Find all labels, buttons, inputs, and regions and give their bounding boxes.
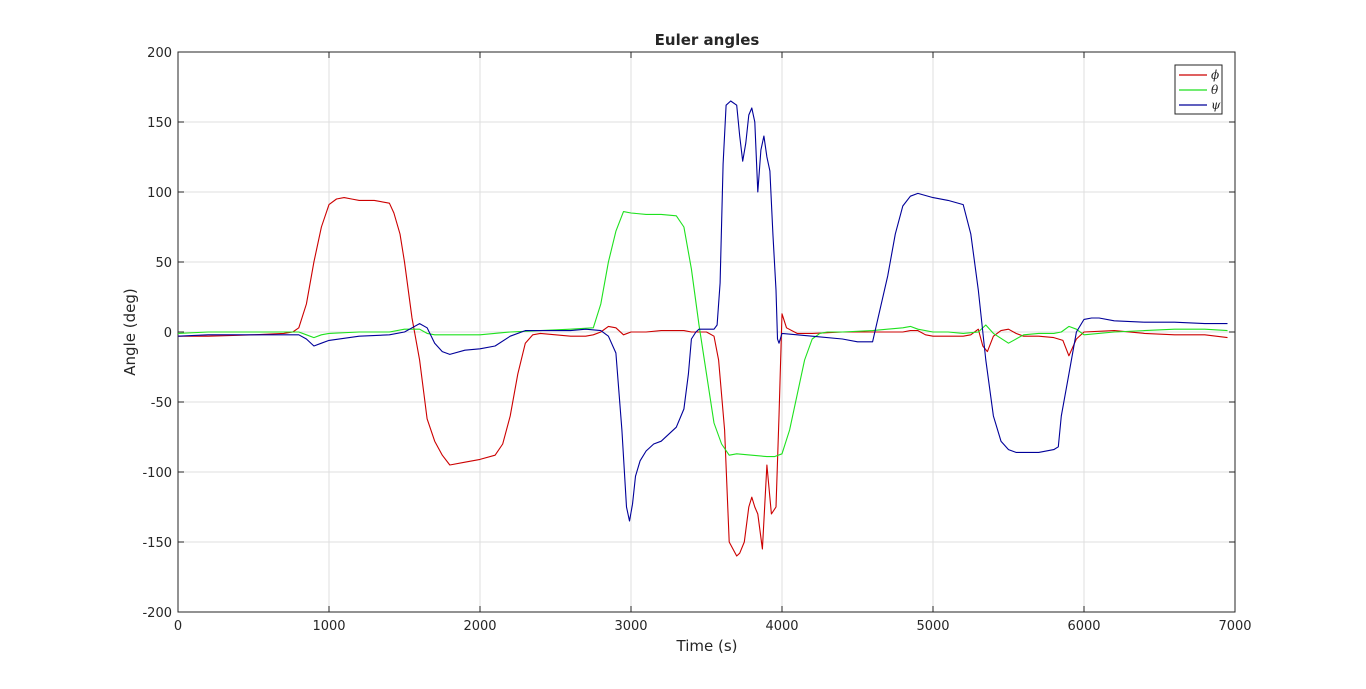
legend-label-1: θ: [1211, 83, 1219, 97]
y-tick-label: 0: [164, 326, 172, 341]
y-axis-label: Angle (deg): [121, 288, 139, 375]
x-axis-label: Time (s): [676, 637, 738, 655]
legend: ϕθψ: [1174, 64, 1223, 115]
x-tick-label: 3000: [614, 619, 647, 634]
legend-label-0: ϕ: [1211, 68, 1219, 82]
y-tick-label: 50: [155, 256, 172, 271]
y-tick-label: 200: [147, 46, 172, 61]
x-tick-label: 4000: [765, 619, 798, 634]
y-tick-label: 100: [147, 186, 172, 201]
x-tick-label: 7000: [1218, 619, 1251, 634]
y-tick-label: -50: [151, 396, 172, 411]
chart-title: Euler angles: [655, 31, 760, 49]
x-tick-label: 5000: [916, 619, 949, 634]
y-tick-label: -150: [142, 536, 172, 551]
x-tick-label: 2000: [463, 619, 496, 634]
series-line-0: [178, 197, 1228, 557]
y-tick-label: -200: [142, 606, 172, 621]
y-tick-label: 150: [147, 116, 172, 131]
series-line-2: [178, 100, 1228, 522]
legend-label-2: ψ: [1211, 98, 1221, 112]
plot-area: 0 1000 2000 3000 4000 5000 6000 7000-200-150-10…: [142, 46, 1251, 634]
x-tick-label: 1000: [312, 619, 345, 634]
y-tick-label: -100: [142, 466, 172, 481]
x-tick-label: 0: [174, 619, 182, 634]
x-tick-label: 6000: [1067, 619, 1100, 634]
series-line-1: [178, 211, 1228, 458]
